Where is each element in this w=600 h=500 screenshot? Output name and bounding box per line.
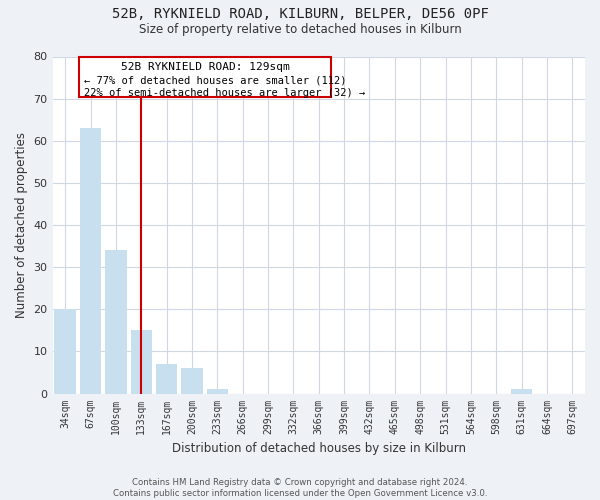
Text: Size of property relative to detached houses in Kilburn: Size of property relative to detached ho… xyxy=(139,22,461,36)
Text: 52B RYKNIELD ROAD: 129sqm: 52B RYKNIELD ROAD: 129sqm xyxy=(121,62,290,72)
Bar xyxy=(55,310,76,394)
Text: 52B, RYKNIELD ROAD, KILBURN, BELPER, DE56 0PF: 52B, RYKNIELD ROAD, KILBURN, BELPER, DE5… xyxy=(112,8,488,22)
X-axis label: Distribution of detached houses by size in Kilburn: Distribution of detached houses by size … xyxy=(172,442,466,455)
Bar xyxy=(80,128,101,394)
Bar xyxy=(511,390,532,394)
Bar xyxy=(206,390,228,394)
Bar xyxy=(181,368,203,394)
Bar xyxy=(79,58,331,96)
Text: Contains HM Land Registry data © Crown copyright and database right 2024.
Contai: Contains HM Land Registry data © Crown c… xyxy=(113,478,487,498)
Bar xyxy=(131,330,152,394)
Y-axis label: Number of detached properties: Number of detached properties xyxy=(15,132,28,318)
Bar xyxy=(105,250,127,394)
Bar xyxy=(156,364,178,394)
Text: 22% of semi-detached houses are larger (32) →: 22% of semi-detached houses are larger (… xyxy=(84,88,365,98)
Text: ← 77% of detached houses are smaller (112): ← 77% of detached houses are smaller (11… xyxy=(84,75,347,85)
